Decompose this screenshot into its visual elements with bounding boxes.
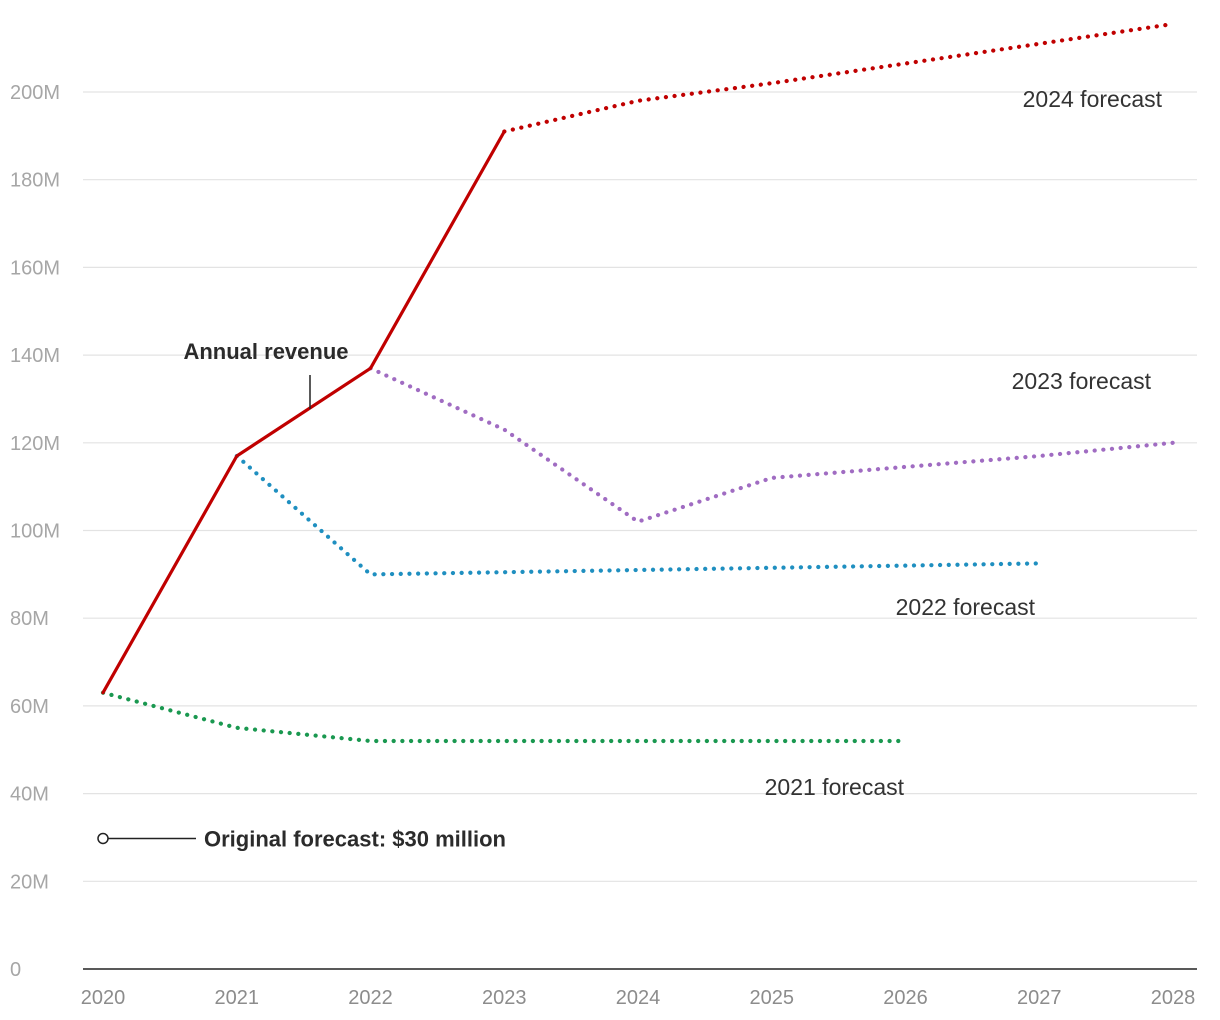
y-tick-label: 20M bbox=[10, 871, 49, 893]
x-axis-ticks: 2020 2021 2022 2023 2024 2025 2026 2027 2028 bbox=[81, 987, 1196, 1009]
x-tick-label: 2023 bbox=[482, 987, 527, 1009]
grid-lines bbox=[83, 91, 1197, 882]
forecast-2024-line bbox=[502, 21, 1176, 134]
y-tick-label: 120M bbox=[10, 433, 60, 455]
x-tick-label: 2024 bbox=[616, 987, 661, 1009]
y-tick-label: 40M bbox=[10, 784, 49, 806]
x-tick-label: 2022 bbox=[348, 987, 393, 1009]
x-tick-label: 2027 bbox=[1017, 987, 1062, 1009]
original-forecast-label: Original forecast: $30 million bbox=[204, 826, 506, 851]
y-tick-label: 60M bbox=[10, 696, 49, 718]
forecast-2024-label: 2024 forecast bbox=[1023, 86, 1163, 112]
forecast-2023-label: 2023 forecast bbox=[1012, 368, 1152, 394]
y-axis-ticks: 0 20M 40M 60M 80M 100M 120M 140M 160M 180M 200M bbox=[10, 82, 60, 981]
forecast-2021-label: 2021 forecast bbox=[765, 774, 905, 800]
y-tick-label: 200M bbox=[10, 82, 60, 104]
x-tick-label: 2025 bbox=[750, 987, 795, 1009]
series-lines bbox=[100, 21, 1176, 744]
y-tick-label: 160M bbox=[10, 257, 60, 279]
forecast-2023-line bbox=[368, 366, 1176, 524]
x-tick-label: 2020 bbox=[81, 987, 126, 1009]
x-tick-label: 2028 bbox=[1151, 987, 1196, 1009]
y-tick-label: 80M bbox=[10, 608, 49, 630]
forecast-2022-line bbox=[234, 453, 1042, 577]
x-tick-label: 2021 bbox=[215, 987, 260, 1009]
x-tick-label: 2026 bbox=[883, 987, 928, 1009]
y-tick-label: 180M bbox=[10, 170, 60, 192]
y-tick-label: 140M bbox=[10, 345, 60, 367]
forecast-2022-label: 2022 forecast bbox=[896, 594, 1036, 620]
annotations: Annual revenue 2021 forecast 2022 foreca… bbox=[97, 86, 1163, 851]
y-tick-label: 100M bbox=[10, 521, 60, 543]
forecast-2021-line bbox=[100, 690, 908, 744]
annual-revenue-line bbox=[101, 129, 506, 695]
original-forecast-marker bbox=[97, 832, 109, 845]
y-tick-label: 0 bbox=[10, 959, 21, 981]
annual-revenue-label: Annual revenue bbox=[183, 339, 348, 364]
